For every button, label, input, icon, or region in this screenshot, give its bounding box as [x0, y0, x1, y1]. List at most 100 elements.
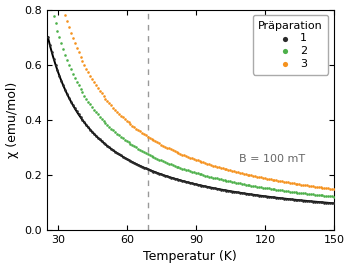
2: [145, 152, 150, 156]
3: [220, 166, 225, 171]
2: [168, 162, 174, 167]
2: [143, 151, 149, 155]
3: [61, 6, 66, 10]
2: [233, 180, 239, 185]
2: [106, 125, 112, 129]
1: [120, 154, 126, 159]
2: [210, 175, 216, 180]
2: [141, 150, 147, 154]
2: [78, 87, 83, 91]
2: [258, 185, 264, 189]
1: [91, 132, 97, 136]
3: [323, 186, 329, 190]
3: [258, 175, 264, 180]
1: [141, 165, 147, 170]
1: [304, 199, 310, 203]
2: [289, 190, 294, 194]
1: [168, 175, 174, 180]
3: [85, 70, 91, 74]
1: [323, 201, 329, 205]
3: [135, 128, 141, 132]
1: [258, 194, 264, 198]
3: [245, 172, 250, 177]
Y-axis label: χ (emu/mol): χ (emu/mol): [6, 82, 19, 158]
2: [254, 185, 260, 189]
1: [83, 123, 89, 127]
1: [181, 179, 187, 183]
2: [296, 191, 302, 195]
3: [231, 169, 237, 174]
2: [245, 183, 250, 187]
2: [80, 90, 85, 94]
3: [224, 167, 229, 172]
3: [110, 105, 116, 110]
2: [124, 139, 130, 143]
3: [235, 170, 241, 175]
1: [53, 63, 58, 67]
2: [185, 168, 191, 173]
3: [145, 134, 150, 139]
1: [220, 188, 225, 192]
2: [201, 173, 206, 177]
1: [101, 141, 106, 145]
2: [110, 128, 116, 133]
2: [264, 186, 270, 190]
3: [76, 50, 82, 55]
3: [149, 137, 154, 141]
1: [235, 190, 241, 194]
2: [203, 174, 208, 178]
1: [243, 192, 248, 196]
1: [130, 160, 135, 164]
3: [247, 173, 252, 177]
3: [78, 55, 83, 59]
1: [177, 178, 183, 182]
1: [329, 201, 335, 205]
1: [300, 199, 306, 203]
2: [120, 136, 126, 140]
3: [251, 174, 256, 178]
2: [70, 72, 76, 76]
2: [235, 181, 241, 185]
3: [91, 80, 97, 84]
3: [162, 144, 168, 149]
3: [216, 165, 222, 169]
3: [254, 175, 260, 179]
2: [243, 182, 248, 187]
2: [247, 183, 252, 187]
2: [95, 112, 100, 116]
1: [51, 56, 56, 61]
3: [302, 183, 308, 187]
1: [189, 181, 195, 186]
1: [285, 197, 290, 201]
2: [199, 172, 204, 177]
X-axis label: Temperatur (K): Temperatur (K): [144, 250, 237, 263]
2: [150, 155, 156, 159]
3: [331, 187, 337, 191]
2: [51, 14, 56, 18]
2: [183, 168, 189, 172]
3: [268, 177, 273, 182]
1: [143, 166, 149, 171]
1: [274, 196, 279, 200]
1: [118, 153, 124, 158]
1: [272, 195, 277, 200]
1: [241, 191, 246, 196]
2: [156, 157, 162, 162]
1: [278, 196, 283, 200]
1: [264, 194, 270, 199]
1: [291, 197, 296, 202]
3: [187, 155, 193, 160]
3: [320, 185, 325, 190]
Text: B = 100 mT: B = 100 mT: [239, 154, 305, 164]
2: [76, 83, 82, 88]
3: [105, 99, 110, 103]
1: [270, 195, 275, 199]
3: [264, 176, 270, 181]
3: [133, 126, 139, 131]
1: [318, 200, 323, 204]
3: [101, 94, 106, 98]
2: [153, 156, 158, 160]
1: [149, 169, 154, 173]
2: [174, 164, 179, 169]
2: [323, 194, 329, 198]
